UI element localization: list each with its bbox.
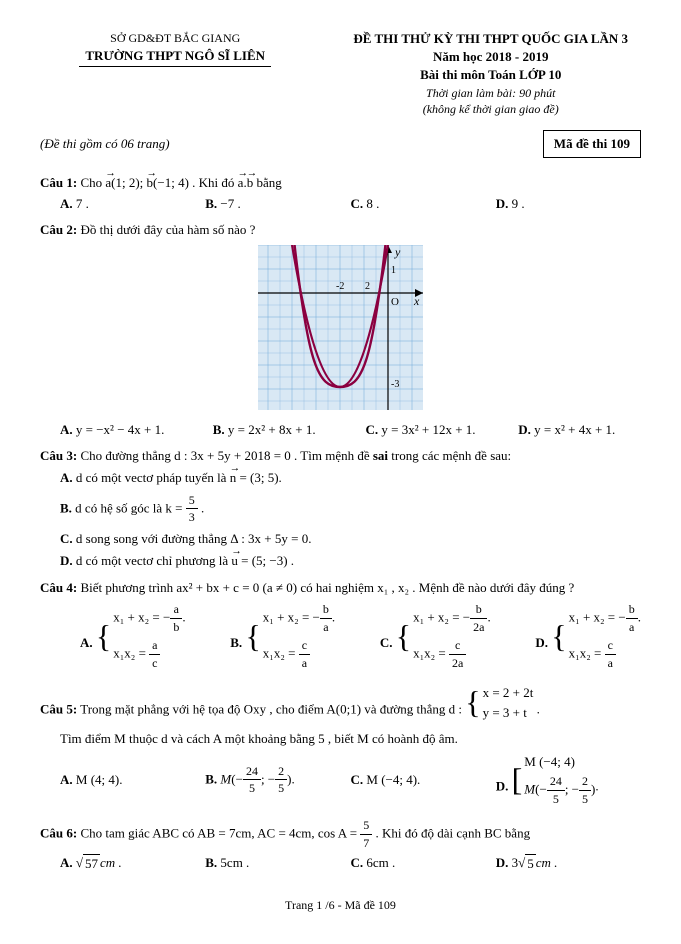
q1-vec-a: a	[105, 174, 111, 192]
q2-options: A. y = −x² − 4x + 1. B. y = 2x² + 8x + 1…	[60, 421, 641, 439]
q5-opt-b: B. M(−245; −25).	[205, 763, 350, 798]
q1-opt-c: C. 8 .	[351, 195, 496, 213]
question-5: Câu 5: Trong mặt phẳng với hệ tọa độ Oxy…	[40, 682, 641, 809]
q1-vec-b: b	[147, 174, 154, 192]
q3-opt-d: D. d có một vectơ chỉ phương là u = (5; …	[60, 552, 641, 570]
q3-opt-b: B. d có hệ số góc là k = 53 .	[60, 492, 641, 527]
svg-text:x: x	[413, 294, 420, 308]
q2-opt-d: D. y = x² + 4x + 1.	[518, 421, 641, 439]
exam-title: ĐỀ THI THỬ KỲ THI THPT QUỐC GIA LẦN 3	[341, 30, 642, 48]
q6-options: A. 57cm . B. 5cm . C. 6cm . D. 35cm .	[60, 854, 641, 873]
q1-opt-b: B. −7 .	[205, 195, 350, 213]
q4-opt-a: A. { x₁ + x₂ = −ab. x₁x₂ = ac	[80, 599, 186, 674]
q3-label: Câu 3:	[40, 448, 77, 463]
school-name: TRƯỜNG THPT NGÔ SĨ LIÊN	[79, 47, 271, 67]
svg-text:2: 2	[365, 281, 370, 292]
question-4: Câu 4: Biết phương trình ax² + bx + c = …	[40, 579, 641, 674]
exam-code: Mã đề thi 109	[543, 130, 641, 158]
exam-subject: Bài thi môn Toán LỚP 10	[341, 66, 642, 84]
q6-label: Câu 6:	[40, 826, 77, 841]
svg-text:y: y	[394, 245, 401, 259]
q1-label: Câu 1:	[40, 175, 77, 190]
dept: SỞ GD&ĐT BẮC GIANG	[40, 30, 310, 47]
q1-opt-a: A. 7 .	[60, 195, 205, 213]
q2-opt-b: B. y = 2x² + 8x + 1.	[213, 421, 336, 439]
q4-label: Câu 4:	[40, 580, 77, 595]
exam-note2: (không kể thời gian giao đề)	[341, 101, 642, 118]
q5-text-a: Trong mặt phẳng với hệ tọa độ Oxy , cho …	[77, 701, 465, 716]
page-footer: Trang 1 /6 - Mã đề 109	[40, 897, 641, 914]
q6-text-b: . Khi đó độ dài cạnh BC bằng	[372, 826, 530, 841]
q1-vec-ab-a: a	[238, 174, 244, 192]
header: SỞ GD&ĐT BẮC GIANG TRƯỜNG THPT NGÔ SĨ LI…	[40, 30, 641, 118]
q2-opt-a: A. y = −x² − 4x + 1.	[60, 421, 183, 439]
pages-note: (Đề thi gồm có 06 trang)	[40, 135, 170, 153]
q4-opt-d: D. { x₁ + x₂ = −ba. x₁x₂ = ca	[535, 599, 641, 674]
q1-coords-a: (1; 2);	[111, 175, 146, 190]
parabola-svg: y x O -2 1 2 -3	[258, 245, 423, 410]
q6-opt-b: B. 5cm .	[205, 854, 350, 873]
q2-text: Đồ thị dưới đây của hàm số nào ?	[77, 222, 255, 237]
q2-label: Câu 2:	[40, 222, 77, 237]
q6-opt-d: D. 35cm .	[496, 854, 641, 873]
header-left: SỞ GD&ĐT BẮC GIANG TRƯỜNG THPT NGÔ SĨ LI…	[40, 30, 310, 118]
svg-text:-2: -2	[336, 281, 344, 292]
question-6: Câu 6: Cho tam giác ABC có AB = 7cm, AC …	[40, 817, 641, 873]
q1-text-a: Cho	[77, 175, 105, 190]
q5-opt-a: A. M (4; 4).	[60, 771, 205, 789]
question-2: Câu 2: Đồ thị dưới đây của hàm số nào ? …	[40, 221, 641, 440]
q5-options: A. M (4; 4). B. M(−245; −25). C. M (−4; …	[60, 751, 641, 810]
q1-vec-ab-b: b	[247, 174, 254, 192]
q4-text: Biết phương trình ax² + bx + c = 0 (a ≠ …	[77, 580, 574, 595]
q2-opt-c: C. y = 3x² + 12x + 1.	[366, 421, 489, 439]
q4-options: A. { x₁ + x₂ = −ab. x₁x₂ = ac B. { x₁ + …	[80, 599, 641, 674]
question-3: Câu 3: Cho đường thẳng d : 3x + 5y + 201…	[40, 447, 641, 570]
q6-opt-c: C. 6cm .	[351, 854, 496, 873]
q6-opt-a: A. 57cm .	[60, 854, 205, 873]
note-row: (Đề thi gồm có 06 trang) Mã đề thi 109	[40, 130, 641, 158]
q5-system: { x = 2 + 2t y = 3 + t	[465, 682, 533, 724]
q3-opt-a: A. d có một vectơ pháp tuyến là n = (3; …	[60, 469, 641, 487]
q1-tail: bằng	[253, 175, 282, 190]
q3-sub-opts: A. d có một vectơ pháp tuyến là n = (3; …	[60, 469, 641, 570]
q5-line2: Tìm điểm M thuộc d và cách A một khoảng …	[60, 730, 641, 748]
exam-time: Thời gian làm bài: 90 phút	[341, 85, 642, 102]
q3-text-a: Cho đường thẳng d : 3x + 5y + 2018 = 0 .…	[77, 448, 373, 463]
q5-label: Câu 5:	[40, 701, 77, 716]
q5-opt-c: C. M (−4; 4).	[351, 771, 496, 789]
q2-graph: y x O -2 1 2 -3	[40, 245, 641, 415]
q3-opt-c: C. d song song với đường thẳng Δ : 3x + …	[60, 530, 641, 548]
q1-options: A. 7 . B. −7 . C. 8 . D. 9 .	[60, 195, 641, 213]
q4-opt-b: B. { x₁ + x₂ = −ba. x₁x₂ = ca	[230, 599, 335, 674]
q4-opt-c: C. { x₁ + x₂ = −b2a. x₁x₂ = c2a	[380, 599, 491, 674]
q1-opt-d: D. 9 .	[496, 195, 641, 213]
q3-sai: sai	[373, 448, 388, 463]
exam-year: Năm học 2018 - 2019	[341, 48, 642, 66]
svg-text:-3: -3	[391, 379, 399, 390]
q1-coords-b: (−1; 4) . Khi đó	[153, 175, 238, 190]
q5-opt-d: D. [ M (−4; 4) M(−245; −25) .	[496, 751, 641, 810]
header-right: ĐỀ THI THỬ KỲ THI THPT QUỐC GIA LẦN 3 Nă…	[341, 30, 642, 118]
q3-text-b: trong các mệnh đề sau:	[388, 448, 511, 463]
question-1: Câu 1: Cho a(1; 2); b(−1; 4) . Khi đó a.…	[40, 174, 641, 212]
svg-text:O: O	[391, 296, 399, 308]
svg-text:1: 1	[391, 265, 396, 276]
q6-text-a: Cho tam giác ABC có AB = 7cm, AC = 4cm, …	[77, 826, 360, 841]
